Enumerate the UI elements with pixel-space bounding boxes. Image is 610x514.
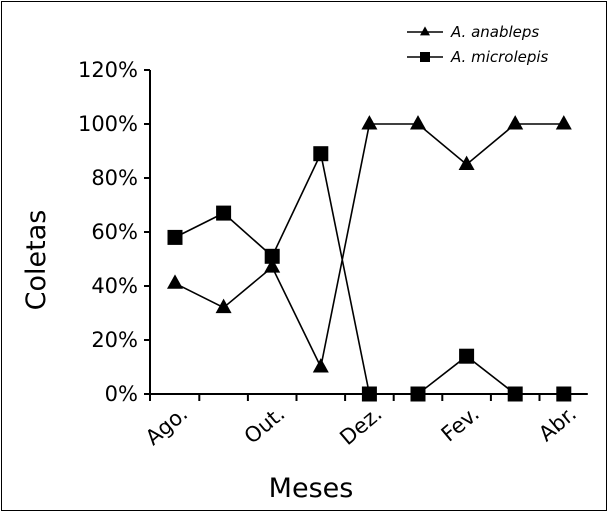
x-axis-title: Meses (269, 473, 354, 504)
data-point-triangle (458, 155, 475, 170)
data-point-square (361, 386, 377, 402)
data-point-square (507, 386, 523, 402)
data-point-square (410, 386, 426, 402)
y-tick-label: 0% (105, 382, 138, 406)
data-point-square (216, 205, 232, 221)
data-point-triangle (555, 115, 572, 130)
series-anableps (167, 115, 572, 373)
y-tick-label: 40% (91, 274, 138, 298)
series-layer (167, 115, 572, 402)
tick-labels: 0% 20% 40% 60% 80% 100% 120% Ago. Out. Dez. Fev. Ab… (78, 58, 581, 450)
series-line (174, 151, 564, 395)
data-point-triangle (312, 358, 329, 373)
x-tick-label: Fev. (437, 401, 484, 446)
y-tick-label: 80% (91, 166, 138, 190)
x-tick-label: Dez. (335, 401, 386, 449)
data-point-square (264, 248, 280, 264)
data-point-triangle (361, 115, 378, 130)
data-point-triangle (167, 274, 183, 289)
y-tick-label: 60% (91, 220, 138, 244)
data-point-square (167, 229, 183, 245)
data-point-square (556, 386, 572, 402)
y-tick-label: 20% (91, 328, 138, 352)
legend-square-marker (420, 52, 430, 62)
data-point-square (459, 348, 475, 364)
legend-triangle-marker (420, 26, 430, 36)
series-line (174, 123, 564, 370)
legend: A. anableps A. microlepis (407, 23, 549, 66)
axes (144, 69, 588, 401)
y-tick-label: 100% (78, 112, 138, 136)
data-point-triangle (410, 115, 426, 130)
data-point-triangle (264, 258, 281, 273)
data-point-triangle (507, 115, 524, 130)
x-tick-label: Abr. (534, 401, 581, 446)
x-tick-label: Out. (240, 401, 290, 448)
y-tick-label: 120% (78, 58, 138, 82)
x-tick-label: Ago. (141, 401, 192, 450)
y-axis-title: Coletas (21, 210, 52, 311)
legend-label: A. microlepis (450, 48, 549, 66)
legend-label: A. anableps (450, 23, 539, 41)
series-microlepis (167, 146, 572, 402)
data-point-square (313, 146, 329, 162)
data-point-triangle (215, 298, 232, 314)
